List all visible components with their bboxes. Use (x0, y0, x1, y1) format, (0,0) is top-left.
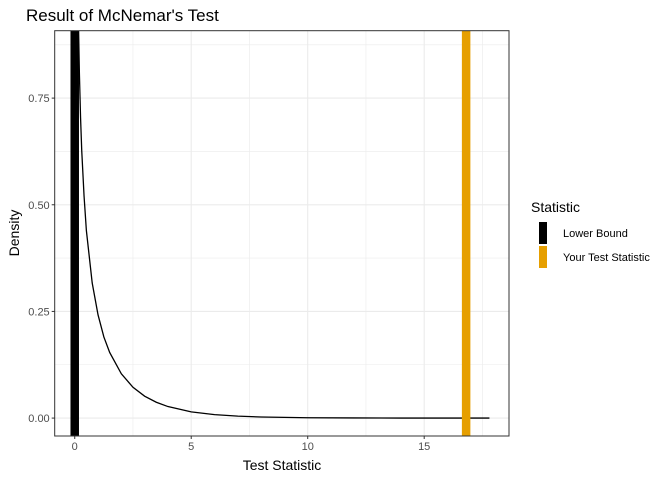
y-tick-label: 0.00 (28, 413, 49, 425)
data-marks (70, 30, 490, 436)
x-tick-label: 15 (418, 441, 430, 453)
panel-border (54, 30, 510, 437)
chart-title: Result of McNemar's Test (26, 6, 219, 25)
x-tick-label: 0 (72, 441, 78, 453)
x-tick-label: 5 (188, 441, 194, 453)
y-tick-label: 0.25 (28, 306, 49, 318)
legend-key-your-test-statistic (539, 246, 547, 268)
x-tick-label: 10 (302, 441, 314, 453)
y-tick-label: 0.75 (28, 93, 49, 105)
axes: 0 5 10 15 0.00 0.25 0.50 0.75 (28, 93, 430, 453)
legend: Statistic Lower Bound Your Test Statisti… (531, 199, 650, 268)
legend-label-your-test-statistic: Your Test Statistic (563, 252, 650, 264)
x-axis-label: Test Statistic (243, 457, 322, 473)
gridlines (54, 30, 509, 436)
density-curve (77, 30, 490, 419)
legend-title: Statistic (531, 199, 580, 215)
legend-label-lower-bound: Lower Bound (563, 228, 628, 240)
y-axis-label: Density (6, 210, 22, 257)
legend-key-lower-bound (539, 222, 547, 244)
y-tick-label: 0.50 (28, 200, 49, 212)
